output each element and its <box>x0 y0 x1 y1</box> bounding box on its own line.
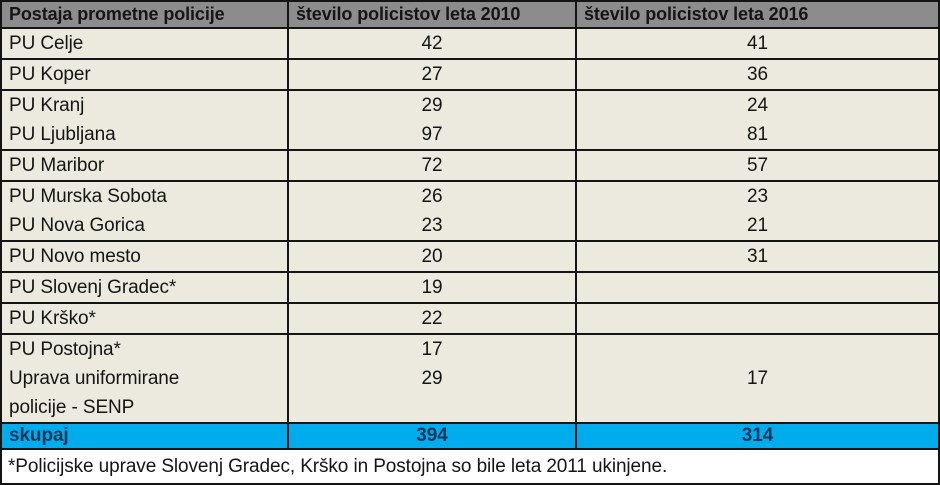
count-2016 <box>575 273 938 302</box>
count-2016 <box>575 304 938 333</box>
row-group: PU Kranj 29 24 PU Ljubljana 97 81 <box>2 91 938 151</box>
table-row: PU Ljubljana 97 81 <box>2 120 938 149</box>
count-2010: 29 <box>287 91 575 120</box>
count-2010: 29 <box>287 364 575 422</box>
table-row: PU Krško* 22 <box>2 304 938 333</box>
row-group: PU Krško* 22 <box>2 304 938 335</box>
count-2016: 57 <box>575 151 938 180</box>
count-2016: 24 <box>575 91 938 120</box>
total-label: skupaj <box>9 425 69 446</box>
table-body: PU Celje 42 41 PU Koper 27 36 PU Kranj 29 24 PU L… <box>2 29 938 424</box>
row-group: PU Slovenj Gradec* 19 <box>2 273 938 304</box>
station-name: PU Ljubljana <box>9 124 116 145</box>
row-group: PU Celje 42 41 <box>2 29 938 60</box>
count-2016: 81 <box>575 120 938 149</box>
table-row: Uprava uniformirane policije - SENP 29 17 <box>2 364 938 422</box>
row-group: PU Murska Sobota 26 23 PU Nova Gorica 23 21 <box>2 182 938 242</box>
station-name: PU Krško* <box>9 308 96 329</box>
row-group: PU Novo mesto 20 31 <box>2 242 938 273</box>
table-row: PU Maribor 72 57 <box>2 151 938 180</box>
count-2016: 17 <box>575 364 938 422</box>
header-station-column: Postaja prometne policije <box>9 4 225 24</box>
row-group: PU Koper 27 36 <box>2 60 938 91</box>
table-row: PU Kranj 29 24 <box>2 91 938 120</box>
count-2010: 17 <box>287 335 575 364</box>
count-2010: 23 <box>287 211 575 240</box>
count-2010: 97 <box>287 120 575 149</box>
station-name: PU Murska Sobota <box>9 186 167 207</box>
table-row: PU Celje 42 41 <box>2 29 938 58</box>
header-count-2016: število policistov leta 2016 <box>575 2 938 27</box>
table-row: PU Nova Gorica 23 21 <box>2 211 938 240</box>
total-row: skupaj 394 314 <box>2 424 938 450</box>
count-2016: 23 <box>575 182 938 211</box>
header-count-2010: število policistov leta 2010 <box>287 2 575 27</box>
station-name: PU Maribor <box>9 155 105 176</box>
count-2010: 20 <box>287 242 575 271</box>
station-name: PU Kranj <box>9 95 85 116</box>
total-2016: 314 <box>575 424 938 448</box>
count-2010: 22 <box>287 304 575 333</box>
row-group: PU Postojna* 17 Uprava uniformirane polici… <box>2 335 938 424</box>
table-row: PU Postojna* 17 <box>2 335 938 364</box>
station-name: PU Slovenj Gradec* <box>9 277 177 298</box>
station-name: Uprava uniformirane policije - SENP <box>9 368 180 418</box>
count-2016: 31 <box>575 242 938 271</box>
count-2010: 27 <box>287 60 575 89</box>
table-header-row: Postaja prometne policije število polici… <box>2 2 938 29</box>
table-row: PU Slovenj Gradec* 19 <box>2 273 938 302</box>
table-row: PU Koper 27 36 <box>2 60 938 89</box>
count-2016: 36 <box>575 60 938 89</box>
count-2016 <box>575 335 938 364</box>
count-2010: 42 <box>287 29 575 58</box>
count-2010: 26 <box>287 182 575 211</box>
count-2010: 72 <box>287 151 575 180</box>
station-name: PU Koper <box>9 64 91 85</box>
row-group: PU Maribor 72 57 <box>2 151 938 182</box>
count-2016: 41 <box>575 29 938 58</box>
count-2010: 19 <box>287 273 575 302</box>
footnote-text: *Policijske uprave Slovenj Gradec, Krško… <box>2 450 938 483</box>
station-name: PU Celje <box>9 33 84 54</box>
table-row: PU Murska Sobota 26 23 <box>2 182 938 211</box>
table-row: PU Novo mesto 20 31 <box>2 242 938 271</box>
station-name: PU Novo mesto <box>9 246 141 267</box>
total-2010: 394 <box>287 424 575 448</box>
station-name: PU Postojna* <box>9 339 121 360</box>
count-2016: 21 <box>575 211 938 240</box>
station-name: PU Nova Gorica <box>9 215 145 236</box>
